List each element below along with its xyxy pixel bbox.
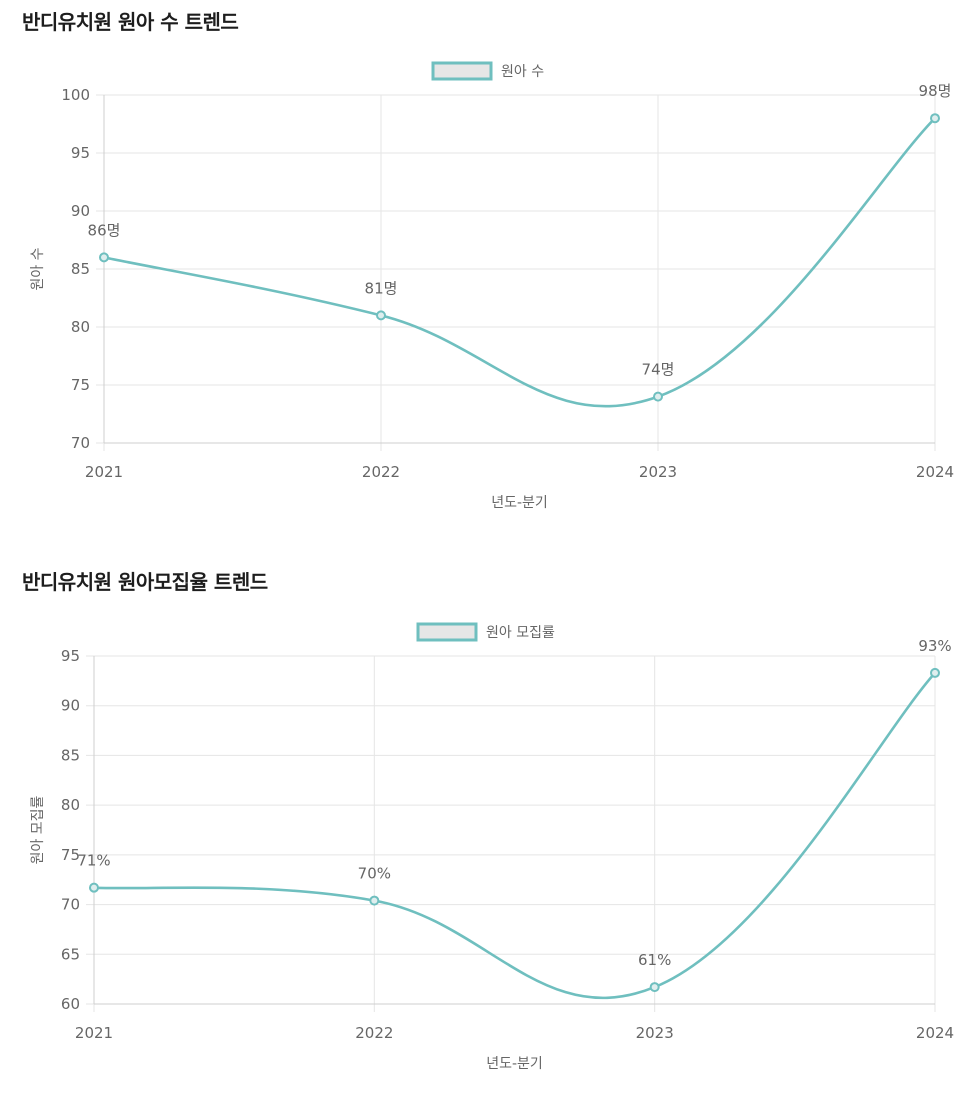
data-label: 71% [77, 852, 110, 870]
y-tick-label: 90 [71, 202, 90, 220]
data-point [376, 310, 386, 321]
data-point [369, 895, 380, 906]
x-tick-label: 2021 [75, 1024, 113, 1042]
y-tick-label: 75 [61, 846, 80, 864]
x-tick-label: 2023 [636, 1024, 674, 1042]
data-point [930, 113, 940, 124]
x-tick-label: 2023 [639, 463, 677, 481]
y-axis-title: 원아 모집률 [30, 795, 46, 864]
y-tick-label: 90 [61, 697, 80, 715]
y-tick-label: 85 [61, 746, 80, 764]
data-label: 93% [918, 637, 951, 655]
x-tick-label: 2021 [85, 463, 123, 481]
y-tick-label: 65 [61, 945, 80, 963]
x-tick-label: 2024 [916, 463, 954, 481]
data-label: 86명 [88, 221, 121, 239]
data-point [653, 391, 663, 402]
y-tick-label: 75 [71, 376, 90, 394]
series-line [103, 117, 936, 408]
y-tick-label: 60 [61, 995, 80, 1013]
y-tick-label: 100 [61, 86, 90, 104]
y-tick-label: 95 [71, 144, 90, 162]
data-label: 98명 [919, 82, 952, 100]
data-label: 81명 [365, 279, 398, 297]
y-tick-label: 85 [71, 260, 90, 278]
x-tick-label: 2024 [916, 1024, 954, 1042]
y-tick-label: 95 [61, 647, 80, 665]
y-axis-title: 원아 수 [30, 247, 46, 290]
enrollment-count-line-chart: 원아 수 70 75 80 85 90 95 100 2021 2022 2023 2024 년도-분기… [30, 61, 954, 511]
y-tick-label: 70 [71, 434, 90, 452]
data-point [930, 667, 940, 678]
series-line [93, 672, 936, 1000]
data-point [89, 882, 99, 893]
data-label: 61% [638, 951, 671, 969]
legend-label: 원아 수 [501, 64, 544, 80]
data-point [649, 982, 660, 993]
x-tick-label: 2022 [362, 463, 400, 481]
chart-legend: 원아 모집률 [416, 622, 555, 642]
legend-swatch [416, 622, 478, 642]
y-tick-label: 80 [61, 796, 80, 814]
chart-legend: 원아 수 [431, 61, 544, 81]
x-axis-title: 년도-분기 [486, 1056, 543, 1072]
data-point [99, 252, 109, 263]
x-tick-label: 2022 [355, 1024, 393, 1042]
chart-title: 반디유치원 원아 수 트렌드 [22, 10, 239, 34]
data-label: 70% [358, 865, 391, 883]
x-axis-title: 년도-분기 [491, 495, 548, 511]
chart-title: 반디유치원 원아모집율 트렌드 [22, 570, 268, 594]
legend-swatch [431, 61, 493, 81]
legend-label: 원아 모집률 [486, 625, 555, 641]
y-tick-label: 70 [61, 896, 80, 914]
y-tick-label: 80 [71, 318, 90, 336]
data-label: 74명 [642, 361, 675, 379]
